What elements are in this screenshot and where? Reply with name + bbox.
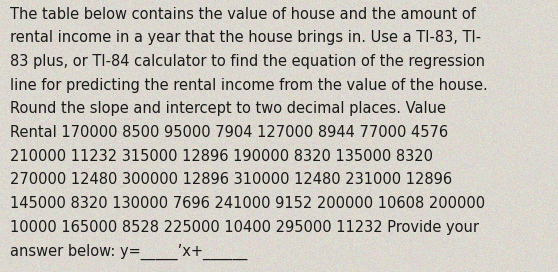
Text: 270000 12480 300000 12896 310000 12480 231000 12896: 270000 12480 300000 12896 310000 12480 2… <box>10 172 452 187</box>
Text: Round the slope and intercept to two decimal places. Value: Round the slope and intercept to two dec… <box>10 101 446 116</box>
Text: 83 plus, or TI-84 calculator to find the equation of the regression: 83 plus, or TI-84 calculator to find the… <box>10 54 485 69</box>
Text: The table below contains the value of house and the amount of: The table below contains the value of ho… <box>10 7 476 22</box>
Text: rental income in a year that the house brings in. Use a TI-83, TI-: rental income in a year that the house b… <box>10 30 481 45</box>
Text: answer below: y=_____ʼx+______: answer below: y=_____ʼx+______ <box>10 243 247 260</box>
Text: line for predicting the rental income from the value of the house.: line for predicting the rental income fr… <box>10 78 488 93</box>
Text: 210000 11232 315000 12896 190000 8320 135000 8320: 210000 11232 315000 12896 190000 8320 13… <box>10 149 433 164</box>
Text: 145000 8320 130000 7696 241000 9152 200000 10608 200000: 145000 8320 130000 7696 241000 9152 2000… <box>10 196 485 211</box>
Text: Rental 170000 8500 95000 7904 127000 8944 77000 4576: Rental 170000 8500 95000 7904 127000 894… <box>10 125 448 140</box>
Text: 10000 165000 8528 225000 10400 295000 11232 Provide your: 10000 165000 8528 225000 10400 295000 11… <box>10 220 479 235</box>
